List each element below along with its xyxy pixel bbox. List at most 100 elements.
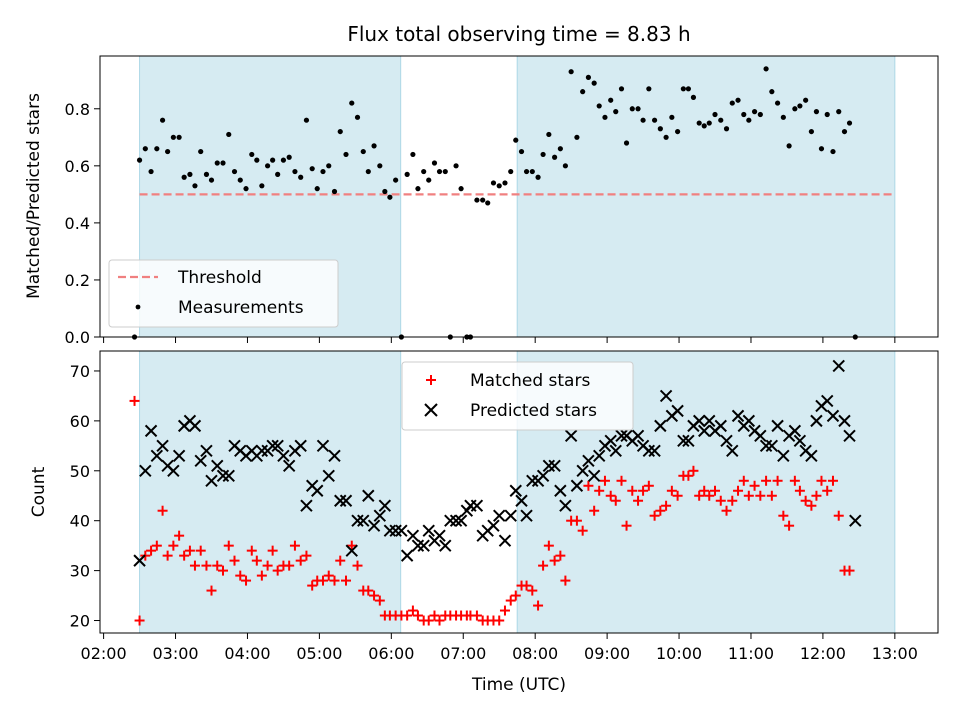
predicted-point [266,439,279,453]
x-axis-label: Time (UTC) [471,675,566,695]
matched-point [251,555,262,566]
measurement-point [415,186,421,192]
matched-point [683,470,694,481]
predicted-point [362,489,375,502]
measurement-point [613,109,619,115]
measurement-point [529,168,535,175]
matched-point [749,480,760,491]
matched-point [549,555,560,566]
measurement-point [813,109,820,115]
matched-point [307,580,318,591]
matched-point [402,610,413,621]
bottom-legend: Matched stars Predicted stars [401,361,634,431]
bottom-y-axis-label: Count [29,466,49,517]
measurement-point [751,109,758,115]
matched-point [168,540,179,551]
matched-point [761,475,772,486]
predicted-point [849,514,862,527]
matched-point [352,560,363,571]
predicted-point [411,539,425,552]
measurement-point [786,143,792,149]
matched-point [423,615,434,626]
top-legend-box [108,259,339,328]
measurement-point [431,160,438,166]
predicted-point [211,459,224,473]
measurement-point [314,186,320,192]
y-tick-label: 0.4 [65,214,90,233]
predicted-point [277,449,290,463]
matched-point [374,595,385,606]
y-tick-label: 50 [70,462,90,481]
y-tick-label: 40 [70,512,90,531]
predicted-point [222,469,235,482]
measurement-point [280,157,287,163]
predicted-point [765,439,779,453]
matched-stars-series [129,395,855,626]
predicted-point [515,494,528,507]
matched-point [157,505,168,516]
measurement-point [741,111,747,118]
measurement-point [663,134,669,140]
measurement-point [243,186,249,192]
matched-point [521,580,532,591]
legend-threshold-label: Threshold [177,268,262,288]
matched-point [827,475,838,486]
predicted-point [493,509,506,522]
measurement-point [176,134,182,140]
x-tick-label: 06:00 [368,644,414,663]
measurement-point [780,114,786,120]
measurement-point [485,200,491,206]
measurement-point [154,146,160,152]
measurement-point [360,148,366,155]
predicted-point [282,459,296,473]
measurement-point [187,171,193,177]
matched-point [162,550,173,561]
measurement-point [421,168,427,175]
matched-point [412,610,423,621]
measurement-point [453,163,459,169]
measurement-point [797,103,803,109]
y-tick-label: 20 [70,612,90,631]
predicted-point [731,409,745,423]
matched-point [256,570,267,581]
measurement-point [546,131,552,138]
measurements-series [131,66,858,340]
measurement-point [646,86,652,92]
predicted-point [592,449,606,463]
predicted-point [520,509,533,522]
matched-point [223,540,234,551]
matched-point [241,575,252,586]
matched-point [341,575,352,586]
measurement-point [669,114,675,120]
measurement-point [382,188,388,195]
y-tick-label: 0.8 [65,100,90,119]
matched-point [429,610,440,621]
measurement-point [270,157,276,163]
matched-point [789,475,800,486]
measurement-point [774,100,781,106]
matched-point [816,475,827,486]
measurement-point [214,160,220,166]
measurement-point [320,168,326,175]
measurement-point [136,157,143,163]
measurement-point [836,109,842,115]
predicted-point [454,514,468,527]
matched-point [434,615,445,626]
predicted-point [742,414,756,428]
measurement-point [377,163,383,169]
measurement-point [309,166,315,172]
legend-predicted-label: Predicted stars [470,401,597,421]
matched-point [543,540,554,551]
predicted-point [406,529,420,542]
measurement-point [696,120,702,126]
predicted-point [682,434,695,448]
y-tick-label: 30 [70,562,90,581]
matched-point [189,560,200,571]
matched-point [272,565,283,576]
predicted-point [311,484,324,497]
measurement-point [803,97,809,103]
predicted-point [526,474,539,487]
predicted-point [144,424,158,438]
predicted-stars-series [133,359,862,567]
measurement-point [635,106,641,112]
